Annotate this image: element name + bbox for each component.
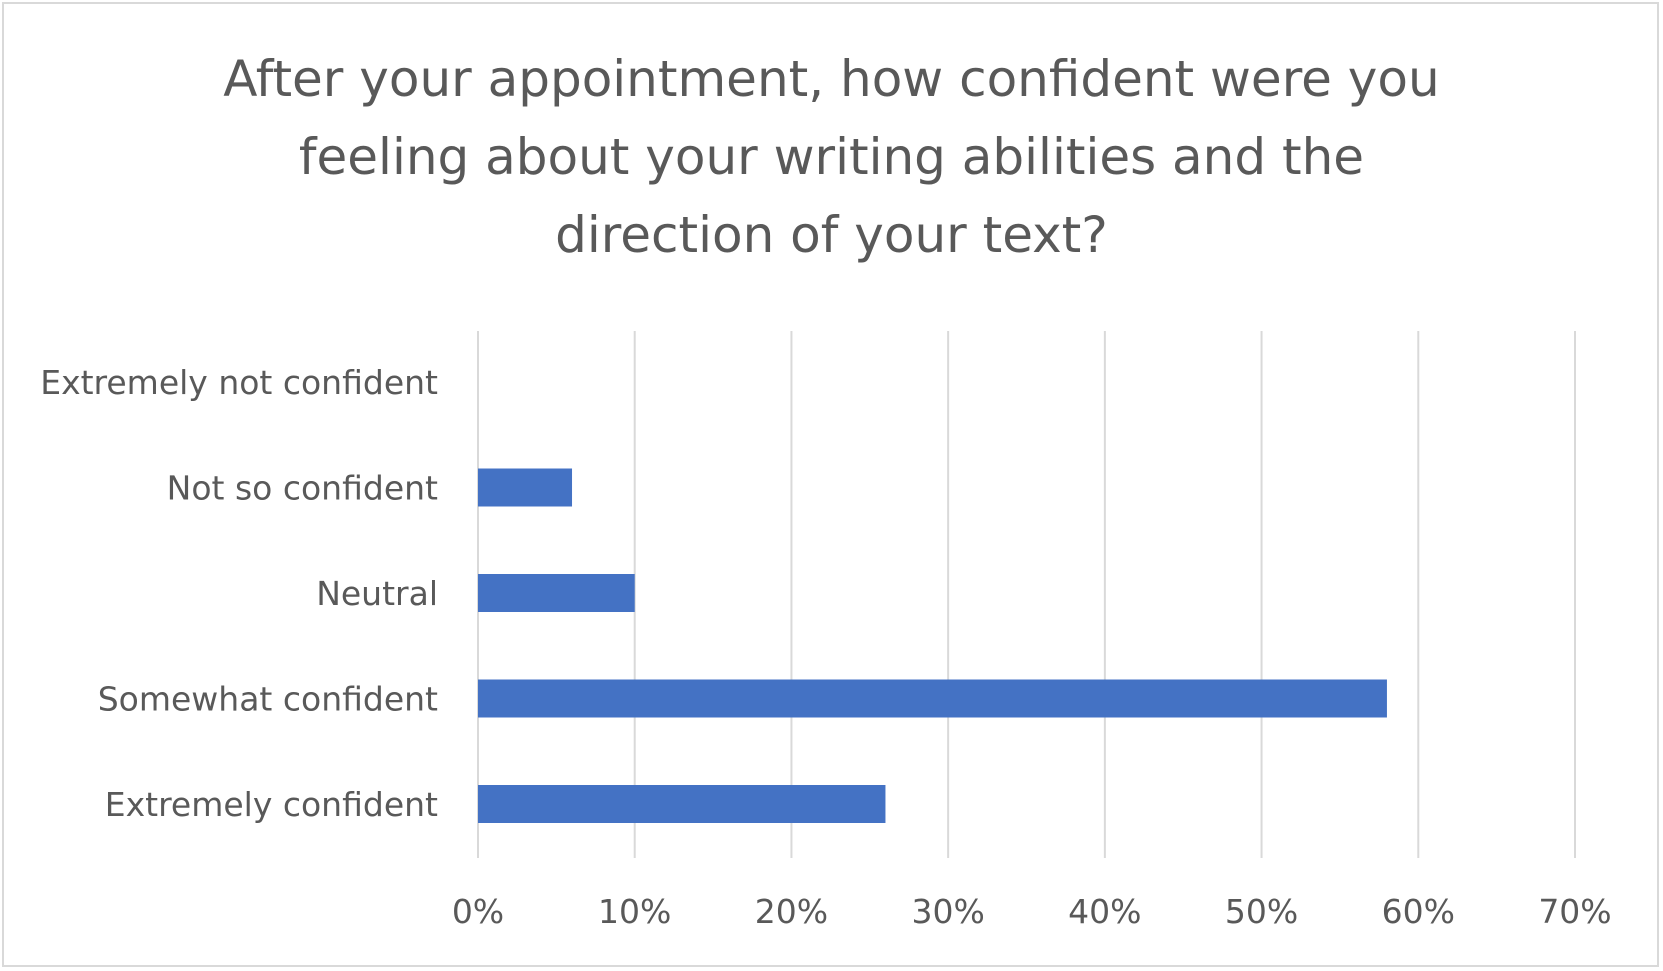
chart-title-line-2: feeling about your writing abilities and…: [298, 128, 1365, 186]
chart-title-line-3: direction of your text?: [555, 206, 1108, 264]
category-labels: Extremely not confident Not so confident N…: [40, 363, 438, 824]
category-label: Not so confident: [167, 469, 438, 508]
category-label: Somewhat confident: [98, 680, 438, 719]
x-axis-tick-labels: 0% 10% 20% 30% 40% 50% 60% 70%: [452, 892, 1612, 931]
x-tick-label: 30%: [911, 892, 984, 931]
x-tick-label: 40%: [1068, 892, 1141, 931]
chart-title: After your appointment, how confident we…: [0, 40, 1663, 274]
x-tick-label: 50%: [1225, 892, 1298, 931]
bars: [478, 468, 1387, 823]
bar: [478, 785, 886, 823]
x-tick-label: 20%: [755, 892, 828, 931]
category-label: Extremely confident: [105, 785, 438, 824]
category-label: Neutral: [316, 574, 438, 613]
bar: [478, 574, 635, 612]
chart-title-line-1: After your appointment, how confident we…: [223, 50, 1440, 108]
gridlines: [477, 331, 1576, 858]
bar: [478, 679, 1387, 718]
x-tick-label: 70%: [1538, 892, 1611, 931]
bar: [478, 468, 573, 507]
category-label: Extremely not confident: [40, 363, 438, 402]
x-tick-label: 10%: [598, 892, 671, 931]
x-tick-label: 60%: [1382, 892, 1455, 931]
x-tick-label: 0%: [452, 892, 504, 931]
